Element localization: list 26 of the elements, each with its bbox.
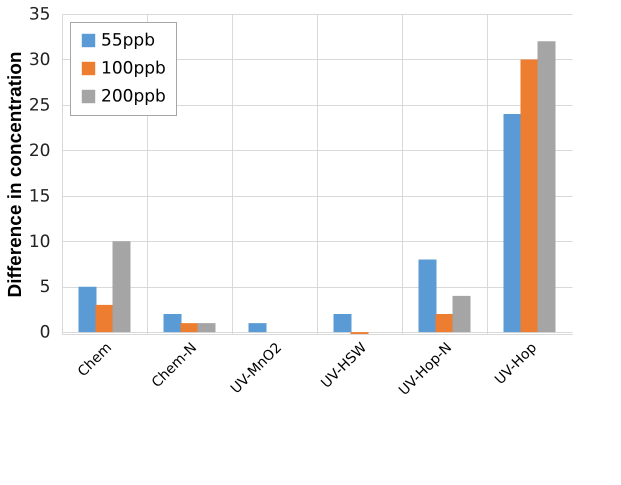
legend-label: 55ppb (101, 30, 156, 50)
y-tick-label: 20 (28, 140, 50, 161)
y-tick-label: 10 (28, 232, 50, 252)
bar (418, 259, 436, 332)
bar (198, 323, 216, 332)
y-axis-title: Difference in concentration (4, 52, 26, 298)
bar (334, 314, 352, 332)
bar (164, 314, 182, 332)
y-tick-label: 0 (40, 322, 50, 343)
y-tick-label: 5 (40, 277, 50, 298)
bar (180, 323, 198, 332)
bar (538, 41, 556, 332)
y-tick-label: 15 (28, 186, 50, 206)
legend-label: 100ppb (101, 58, 166, 78)
bar (78, 286, 96, 332)
bar (248, 323, 266, 332)
legend-label: 200ppb (101, 86, 166, 106)
y-tick-label: 30 (28, 50, 50, 70)
bar (112, 241, 130, 332)
y-tick-label: 25 (28, 95, 50, 116)
bar (96, 304, 114, 332)
bar (452, 296, 470, 332)
bar (504, 114, 522, 332)
y-tick-label: 35 (28, 4, 50, 24)
bar (436, 314, 454, 332)
bar (520, 59, 538, 332)
